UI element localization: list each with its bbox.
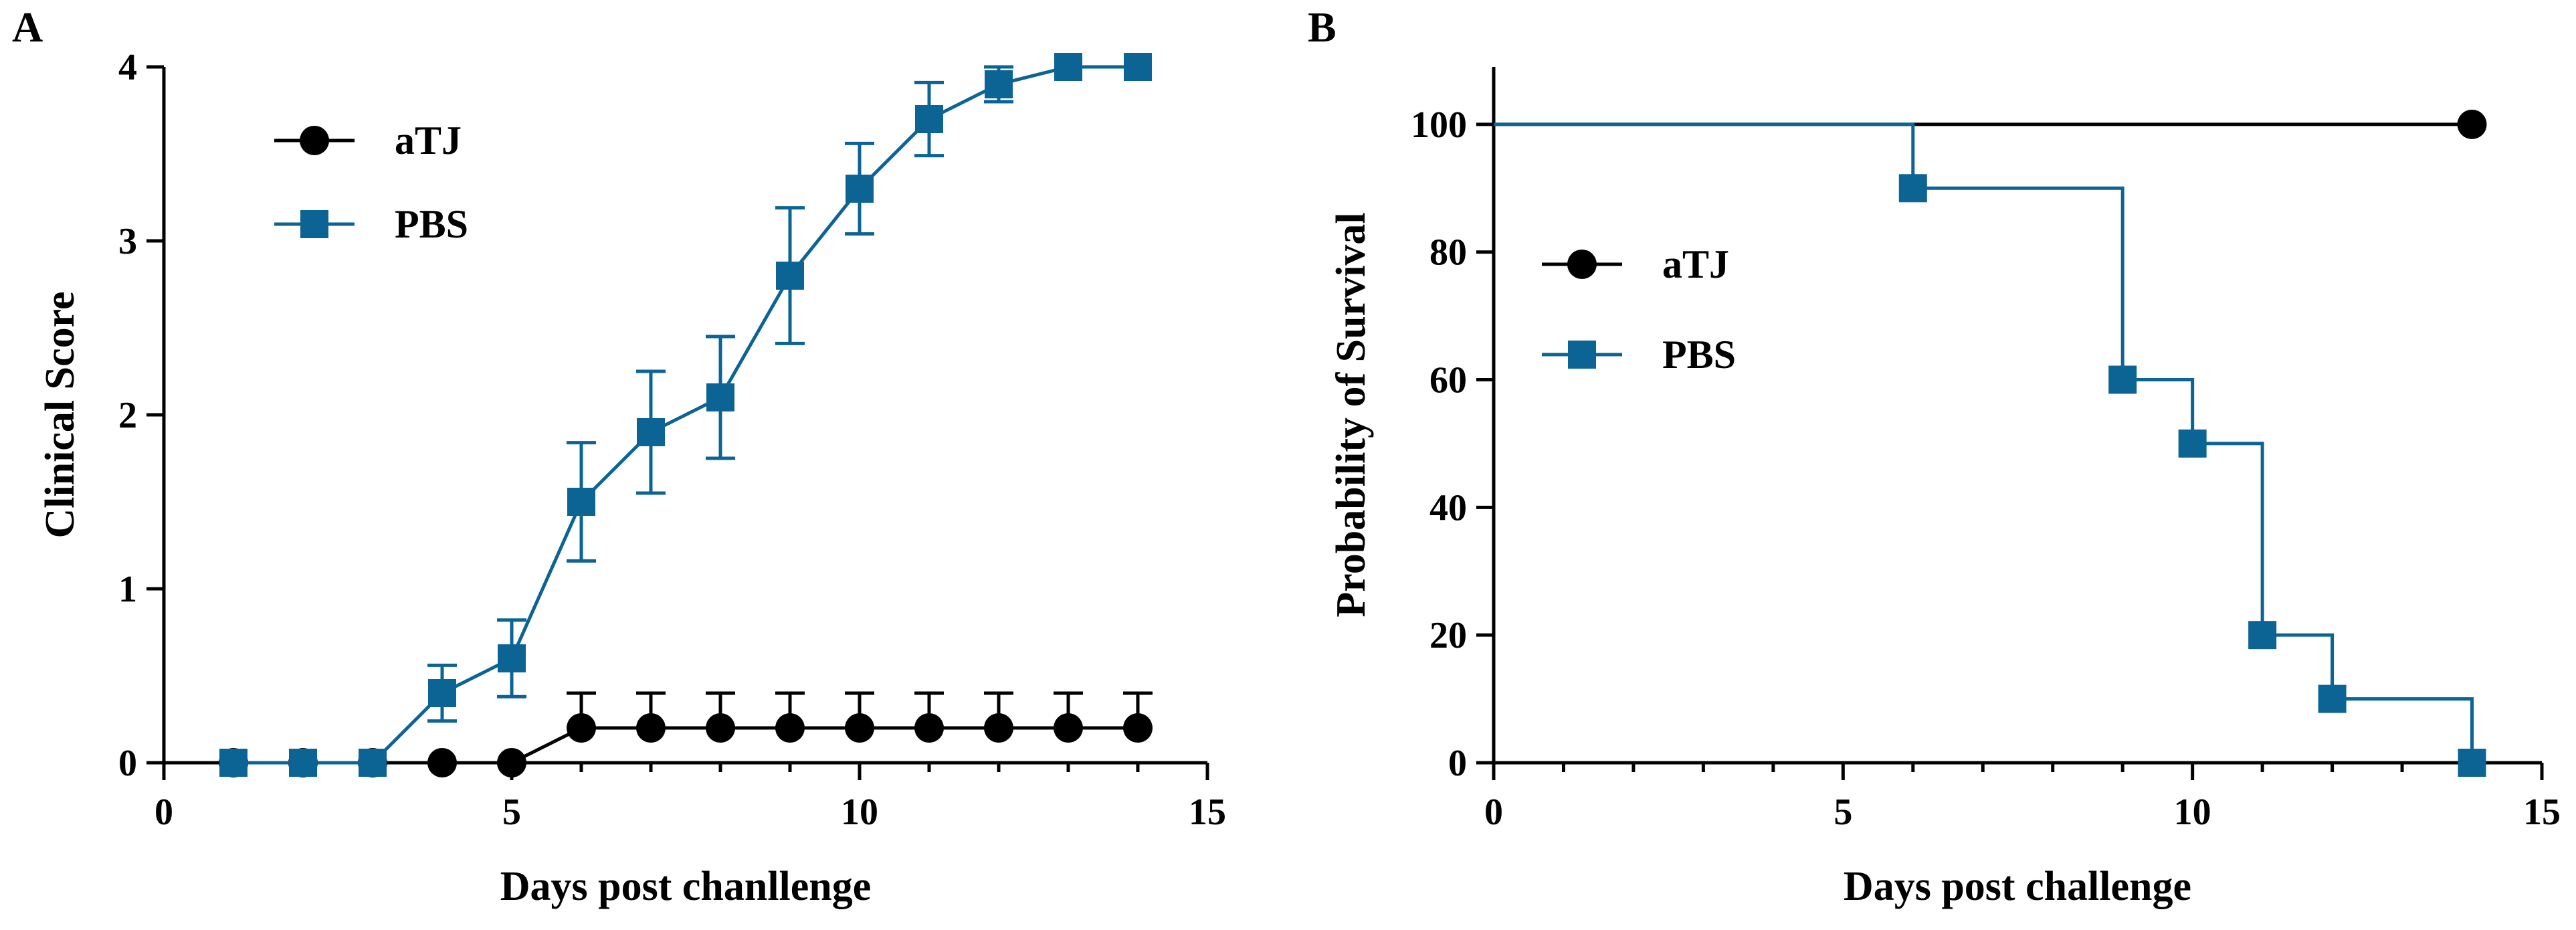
chart-a-y-axis-title: Clinical Score: [37, 291, 83, 538]
chart-a-point-atj: [775, 713, 805, 743]
panel-label-a: A: [12, 3, 43, 51]
chart-a: 0 5 10 15 0 1 2 3 4 Days post chanllenge Clinic…: [37, 47, 1226, 909]
chart-a-point-pbs: [846, 175, 874, 203]
panel-label-b: B: [1308, 3, 1336, 51]
chart-a-point-pbs: [776, 262, 804, 290]
chart-b-point-pbs: [2248, 621, 2277, 650]
chart-b-x-tick-label: 15: [2523, 792, 2561, 833]
chart-b-point-pbs: [2318, 684, 2347, 713]
chart-a-x-tick-label: 15: [1189, 792, 1226, 833]
chart-b-point-pbs: [2458, 749, 2486, 777]
chart-a-series: [219, 53, 1153, 777]
chart-a-point-atj: [1123, 713, 1153, 743]
chart-b-point-pbs: [2108, 365, 2137, 394]
chart-a-point-pbs: [985, 70, 1013, 98]
chart-a-y-tick-label: 4: [118, 47, 137, 88]
chart-a-x-tick-label: 0: [155, 792, 173, 833]
chart-a-point-pbs: [915, 105, 943, 133]
chart-a-legend-label-atj: aTJ: [395, 118, 462, 163]
chart-a-y-tick-label: 2: [118, 395, 137, 436]
chart-a-point-pbs: [1054, 53, 1082, 81]
chart-b-legend-label-pbs: PBS: [1662, 333, 1736, 377]
chart-a-point-atj: [567, 713, 596, 743]
chart-b-y-tick-label: 60: [1429, 360, 1467, 401]
chart-b-axes: [1492, 67, 2542, 765]
legend-symbol: [1568, 341, 1596, 369]
legend-symbol: [1567, 250, 1597, 279]
chart-b-point-pbs: [2178, 429, 2207, 458]
chart-a-point-pbs: [706, 383, 734, 411]
chart-a-point-pbs: [637, 418, 665, 446]
chart-b-x-ticks: 0 5 10 15: [1484, 763, 2561, 833]
chart-b-series: [1494, 109, 2487, 777]
chart-a-legend: aTJ PBS: [274, 118, 468, 246]
chart-b-y-ticks: 0 20 40 60 80 100: [1411, 104, 1494, 784]
chart-b-y-tick-label: 100: [1411, 104, 1467, 146]
chart-a-point-atj: [706, 713, 735, 743]
chart-a-legend-item-pbs: PBS: [274, 202, 468, 246]
chart-a-x-tick-label: 5: [502, 792, 521, 833]
chart-a-point-pbs: [219, 749, 247, 777]
chart-a-legend-marker-pbs: [274, 210, 355, 238]
chart-b-y-tick-label: 0: [1448, 743, 1467, 784]
chart-a-point-pbs: [1124, 53, 1152, 81]
chart-a-point-atj: [636, 713, 666, 743]
chart-a-point-pbs: [428, 679, 456, 707]
chart-a-y-tick-label: 3: [118, 221, 137, 262]
chart-b-y-tick-label: 20: [1429, 615, 1467, 656]
chart-b-y-tick-label: 80: [1429, 232, 1467, 274]
chart-b-x-tick-label: 10: [2174, 792, 2211, 833]
chart-b-point-pbs: [1898, 174, 1927, 203]
chart-b-point-atj: [2457, 109, 2487, 139]
chart-a-x-axis-title: Days post chanllenge: [500, 864, 872, 909]
legend-symbol: [300, 210, 328, 238]
chart-b-x-tick-label: 0: [1484, 792, 1503, 833]
chart-a-series-atj: [219, 691, 1153, 777]
chart-b-legend-label-atj: aTJ: [1662, 242, 1729, 286]
chart-a-point-pbs: [498, 644, 526, 672]
chart-b-legend-marker-pbs: [1542, 341, 1622, 369]
chart-a-y-ticks: 0 1 2 3 4: [118, 47, 164, 784]
chart-a-y-tick-label: 1: [118, 569, 137, 610]
chart-b-legend-marker-atj: [1542, 250, 1622, 279]
chart-a-point-pbs: [567, 488, 595, 516]
chart-a-point-atj: [984, 713, 1013, 743]
chart-a-legend-label-pbs: PBS: [395, 202, 468, 246]
chart-a-series-line-pbs: [233, 65, 1138, 765]
chart-a-legend-item-atj: aTJ: [274, 118, 462, 163]
chart-b-legend: aTJ PBS: [1542, 242, 1736, 377]
chart-b-legend-item-atj: aTJ: [1542, 242, 1729, 286]
chart-a-point-atj: [427, 748, 457, 777]
chart-a-point-atj: [914, 713, 944, 743]
chart-a-point-atj: [1054, 713, 1083, 743]
chart-b-x-axis-title: Days post challenge: [1844, 864, 2191, 909]
chart-a-y-tick-label: 0: [118, 743, 137, 784]
chart-a-point-pbs: [289, 749, 317, 777]
chart-a-legend-marker-atj: [274, 126, 355, 155]
chart-a-point-atj: [845, 713, 874, 743]
chart-a-point-pbs: [359, 749, 387, 777]
chart-b-y-axis-title: Probability of Survival: [1328, 212, 1374, 617]
chart-b-y-tick-label: 40: [1429, 487, 1467, 529]
chart-b-x-tick-label: 5: [1834, 792, 1852, 833]
chart-a-point-atj: [497, 748, 526, 777]
chart-a-series-pbs: [219, 53, 1152, 777]
chart-b-series-pbs: [1494, 122, 2486, 777]
chart-b-legend-item-pbs: PBS: [1542, 333, 1736, 377]
chart-b-step-line-pbs: [1494, 122, 2474, 763]
legend-symbol: [300, 126, 329, 155]
chart-a-x-tick-label: 10: [841, 792, 878, 833]
